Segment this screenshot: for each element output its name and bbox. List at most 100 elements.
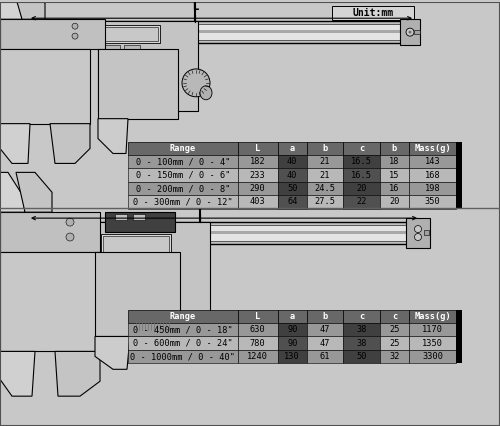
Ellipse shape bbox=[200, 86, 212, 100]
Text: L: L bbox=[192, 2, 198, 12]
Bar bbox=[128, 195, 238, 209]
Bar bbox=[0, 49, 90, 124]
Text: b: b bbox=[322, 144, 328, 153]
Text: Mass(g): Mass(g) bbox=[414, 144, 451, 153]
Bar bbox=[456, 310, 462, 323]
Bar bbox=[127, 260, 147, 268]
Bar bbox=[307, 323, 344, 337]
Text: b: b bbox=[392, 144, 397, 153]
Circle shape bbox=[406, 28, 414, 36]
Bar bbox=[400, 19, 420, 45]
Bar bbox=[32, 30, 414, 33]
Bar bbox=[238, 182, 278, 195]
Bar bbox=[456, 155, 462, 168]
Bar bbox=[278, 195, 307, 209]
Bar bbox=[98, 49, 178, 119]
Bar bbox=[104, 45, 120, 51]
Bar bbox=[332, 6, 414, 20]
Text: 630: 630 bbox=[250, 325, 266, 334]
Bar bbox=[456, 350, 462, 363]
Bar bbox=[238, 155, 278, 168]
Bar bbox=[98, 21, 198, 111]
Text: 47: 47 bbox=[320, 339, 330, 348]
Text: 0 - 450mm / 0 - 18": 0 - 450mm / 0 - 18" bbox=[133, 325, 232, 334]
Text: 0 - 200mm / 0 - 8": 0 - 200mm / 0 - 8" bbox=[136, 184, 230, 193]
Bar bbox=[344, 350, 380, 363]
Bar bbox=[456, 323, 462, 337]
Circle shape bbox=[66, 233, 74, 241]
Text: 3300: 3300 bbox=[422, 352, 444, 361]
Bar bbox=[105, 212, 175, 232]
Polygon shape bbox=[50, 124, 90, 164]
Bar bbox=[278, 182, 307, 195]
Polygon shape bbox=[0, 173, 25, 212]
Polygon shape bbox=[0, 0, 22, 19]
Text: 16.5: 16.5 bbox=[351, 157, 372, 166]
Text: c: c bbox=[359, 144, 364, 153]
Bar bbox=[103, 260, 123, 268]
Text: 403: 403 bbox=[250, 198, 266, 207]
Bar bbox=[95, 222, 210, 322]
Bar bbox=[406, 218, 430, 248]
Text: 0 - 150mm / 0 - 6": 0 - 150mm / 0 - 6" bbox=[136, 170, 230, 180]
Bar bbox=[344, 182, 380, 195]
Bar bbox=[307, 195, 344, 209]
Bar bbox=[409, 168, 457, 182]
Text: 50: 50 bbox=[356, 352, 367, 361]
Text: 233: 233 bbox=[250, 170, 266, 180]
Bar bbox=[278, 168, 307, 182]
Bar bbox=[380, 195, 409, 209]
Bar bbox=[103, 270, 123, 278]
Bar bbox=[30, 24, 416, 40]
Bar bbox=[380, 350, 409, 363]
Text: c: c bbox=[359, 312, 364, 321]
Text: 290: 290 bbox=[250, 184, 266, 193]
Bar bbox=[0, 212, 100, 252]
Text: 0 - 100mm / 0 - 4": 0 - 100mm / 0 - 4" bbox=[136, 157, 230, 166]
Text: Range: Range bbox=[170, 144, 196, 153]
Text: b: b bbox=[322, 312, 328, 321]
Circle shape bbox=[408, 31, 412, 34]
Bar bbox=[28, 222, 428, 244]
Text: 0 - 300mm / 0 - 12": 0 - 300mm / 0 - 12" bbox=[133, 198, 232, 207]
Text: 47: 47 bbox=[320, 325, 330, 334]
Bar bbox=[134, 320, 170, 331]
Bar bbox=[103, 236, 169, 254]
Bar bbox=[238, 168, 278, 182]
Bar bbox=[102, 25, 160, 43]
Text: Range: Range bbox=[170, 312, 196, 321]
Text: 61: 61 bbox=[320, 352, 330, 361]
Bar bbox=[414, 30, 420, 34]
Text: 25: 25 bbox=[389, 325, 400, 334]
Bar bbox=[409, 337, 457, 350]
Bar bbox=[380, 141, 409, 155]
Polygon shape bbox=[0, 351, 35, 396]
Bar bbox=[128, 337, 238, 350]
Text: 40: 40 bbox=[287, 170, 298, 180]
Bar bbox=[344, 195, 380, 209]
Bar bbox=[380, 310, 409, 323]
Bar bbox=[380, 337, 409, 350]
Bar bbox=[307, 350, 344, 363]
Circle shape bbox=[72, 33, 78, 39]
Text: L: L bbox=[255, 144, 260, 153]
Bar bbox=[307, 168, 344, 182]
Bar bbox=[128, 182, 238, 195]
Bar bbox=[456, 182, 462, 195]
Bar bbox=[456, 141, 462, 155]
Bar bbox=[344, 337, 380, 350]
Bar bbox=[344, 155, 380, 168]
Bar bbox=[32, 231, 424, 234]
Bar bbox=[409, 141, 457, 155]
Bar bbox=[344, 168, 380, 182]
Bar bbox=[128, 168, 238, 182]
Text: 0 - 1000mm / 0 - 40": 0 - 1000mm / 0 - 40" bbox=[130, 352, 236, 361]
Text: 16: 16 bbox=[389, 184, 400, 193]
Bar bbox=[456, 337, 462, 350]
Text: L: L bbox=[255, 312, 260, 321]
Bar bbox=[278, 310, 307, 323]
Bar bbox=[307, 155, 344, 168]
Text: 0 - 600mm / 0 - 24": 0 - 600mm / 0 - 24" bbox=[133, 339, 232, 348]
Bar bbox=[128, 155, 238, 168]
Bar bbox=[128, 323, 238, 337]
